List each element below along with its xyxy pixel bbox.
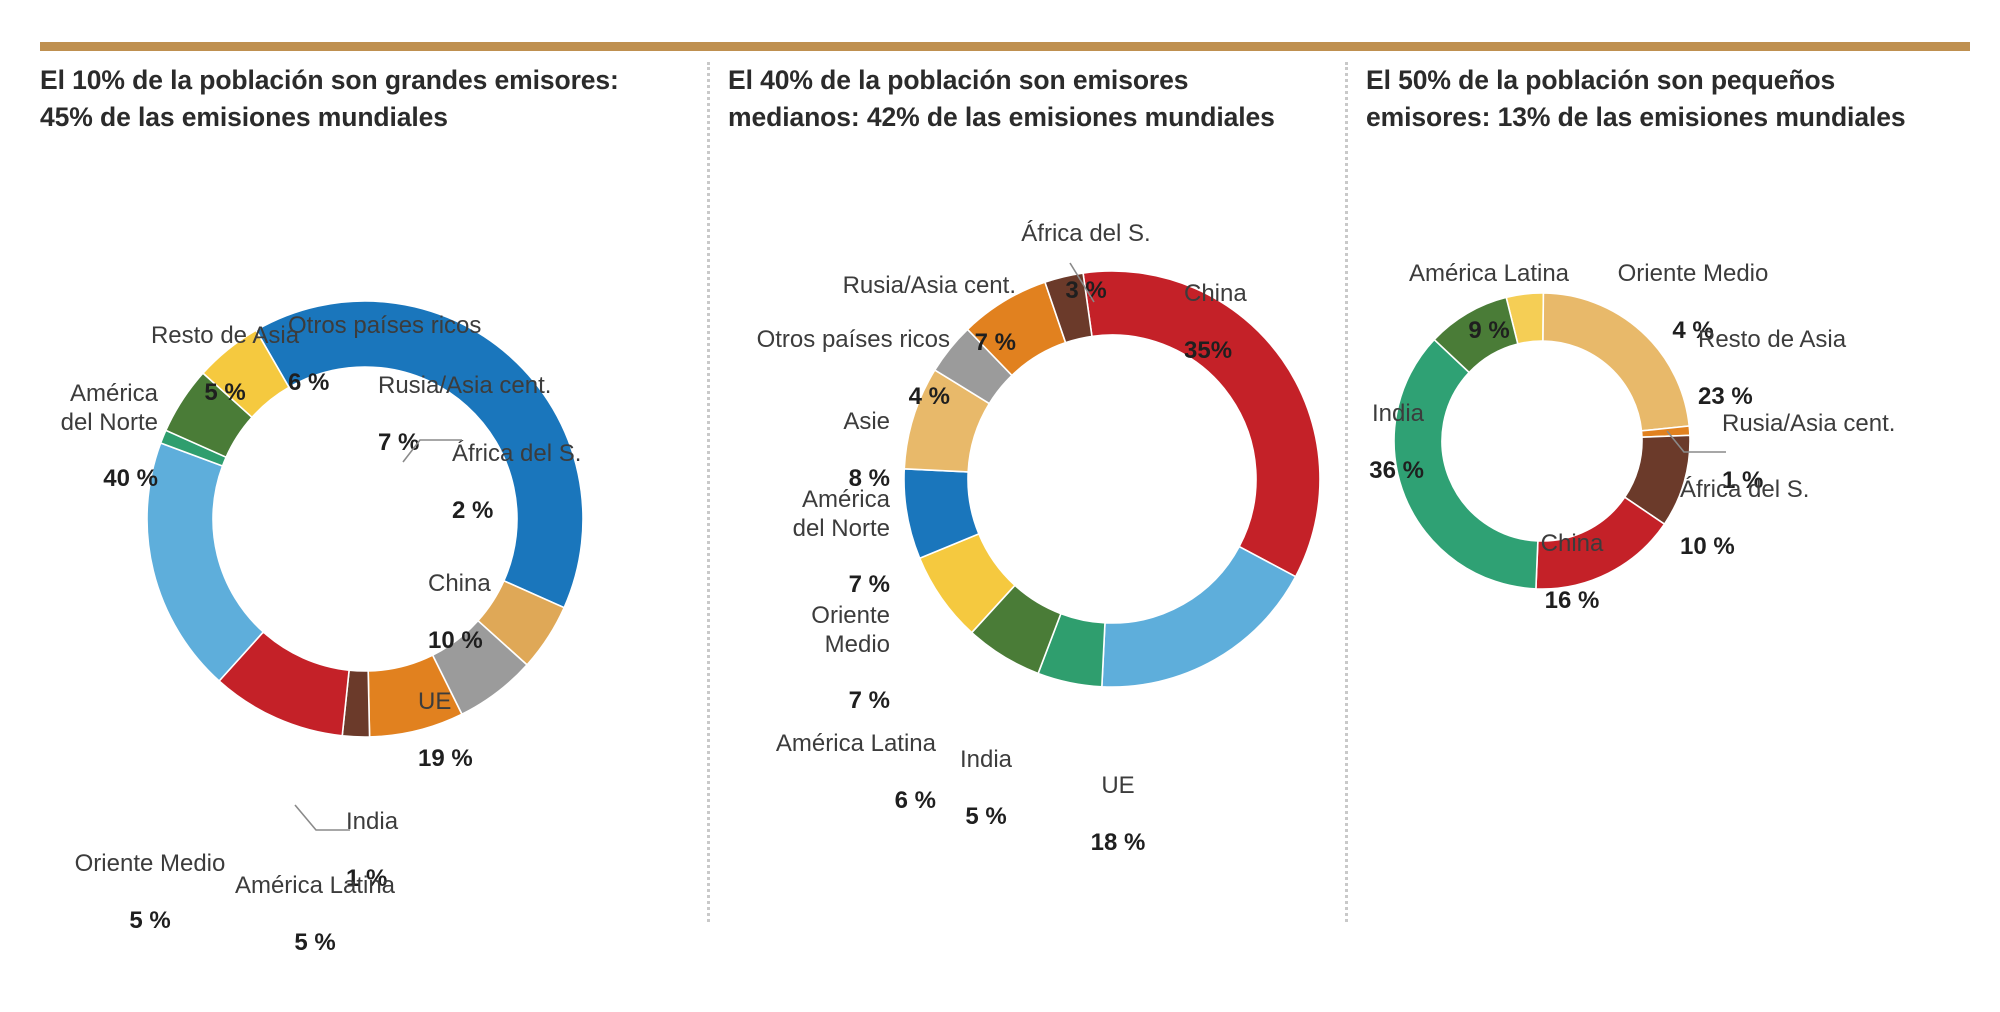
label-asie-2: Asie 8 % bbox=[843, 408, 890, 492]
column-separator-1 bbox=[707, 62, 710, 922]
donut-segment bbox=[1393, 338, 1539, 590]
donut-2-svg bbox=[903, 270, 1321, 688]
top-rule-divider bbox=[40, 42, 1970, 51]
label-ue-2: UE 18 % bbox=[1090, 772, 1146, 856]
donut-1-svg bbox=[146, 300, 584, 738]
donut-segment bbox=[1082, 270, 1321, 578]
leader-line-rusia-3 bbox=[1666, 430, 1726, 453]
label-america-latina-1: América Latina 5 % bbox=[234, 872, 396, 956]
label-otros-paises-ricos-2: Otros países ricos 4 % bbox=[756, 326, 950, 410]
label-rusia-asia-cent-2: Rusia/Asia cent. 7 % bbox=[842, 272, 1016, 356]
donut-segment bbox=[146, 441, 265, 683]
donut-segment bbox=[1043, 272, 1093, 344]
label-rusia-asia-cent-3: Rusia/Asia cent. 1 % bbox=[1722, 410, 1896, 494]
donut-chart-3 bbox=[1392, 291, 1692, 591]
donut-chart-2 bbox=[902, 269, 1322, 689]
leader-line-africa-1 bbox=[402, 439, 462, 463]
donut-segment bbox=[254, 300, 584, 609]
label-india-2: India 5 % bbox=[959, 746, 1013, 830]
donut-segment bbox=[1101, 545, 1297, 688]
label-otros-paises-ricos-1: Otros países ricos 6 % bbox=[288, 312, 482, 396]
label-resto-de-asia-3: Resto de Asia 23 % bbox=[1698, 326, 1847, 410]
label-america-latina-3: América Latina 9 % bbox=[1408, 260, 1570, 344]
panel-small-emitters: El 50% de la población son pequeños emis… bbox=[1366, 62, 1986, 982]
leader-line-africa-2 bbox=[1069, 262, 1095, 303]
label-china-1: China 10 % bbox=[428, 570, 491, 654]
label-china-3: China 16 % bbox=[1540, 530, 1604, 614]
label-oriente-medio-3: Oriente Medio 4 % bbox=[1617, 260, 1769, 344]
donut-segment bbox=[1433, 296, 1519, 374]
label-america-latina-2: América Latina 6 % bbox=[775, 730, 936, 814]
label-oriente-medio-2: Oriente Medio 7 % bbox=[811, 602, 890, 715]
label-india-1: India 1 % bbox=[346, 808, 399, 892]
donut-3-svg bbox=[1393, 292, 1691, 590]
column-separator-2 bbox=[1345, 62, 1348, 922]
panel-large-emitters: El 10% de la población son grandes emiso… bbox=[40, 62, 690, 982]
panel-2-title: El 40% de la población son emisores medi… bbox=[728, 65, 1275, 132]
label-america-del-norte-1: América del Norte 40 % bbox=[60, 380, 158, 493]
donut-chart-1 bbox=[145, 299, 585, 739]
panel-1-title: El 10% de la población son grandes emiso… bbox=[40, 65, 619, 132]
label-ue-1: UE 19 % bbox=[418, 688, 473, 772]
label-america-del-norte-2: América del Norte 7 % bbox=[792, 486, 890, 599]
donut-segment bbox=[201, 329, 291, 419]
label-india-3: India 36 % bbox=[1369, 400, 1424, 484]
label-rusia-asia-cent-1: Rusia/Asia cent. 7 % bbox=[378, 372, 552, 456]
leader-line-india-1 bbox=[294, 804, 350, 831]
label-africa-del-sur-1: África del S. 2 % bbox=[452, 440, 582, 524]
panel-3-title: El 50% de la población son pequeños emis… bbox=[1366, 65, 1906, 132]
label-oriente-medio-1: Oriente Medio 5 % bbox=[74, 850, 226, 934]
label-africa-del-sur-3: África del S. 10 % bbox=[1680, 476, 1810, 560]
label-china-2: China 35% bbox=[1184, 280, 1247, 364]
label-resto-de-asia-1: Resto de Asia 5 % bbox=[150, 322, 300, 406]
panel-medium-emitters: El 40% de la población son emisores medi… bbox=[728, 62, 1328, 982]
